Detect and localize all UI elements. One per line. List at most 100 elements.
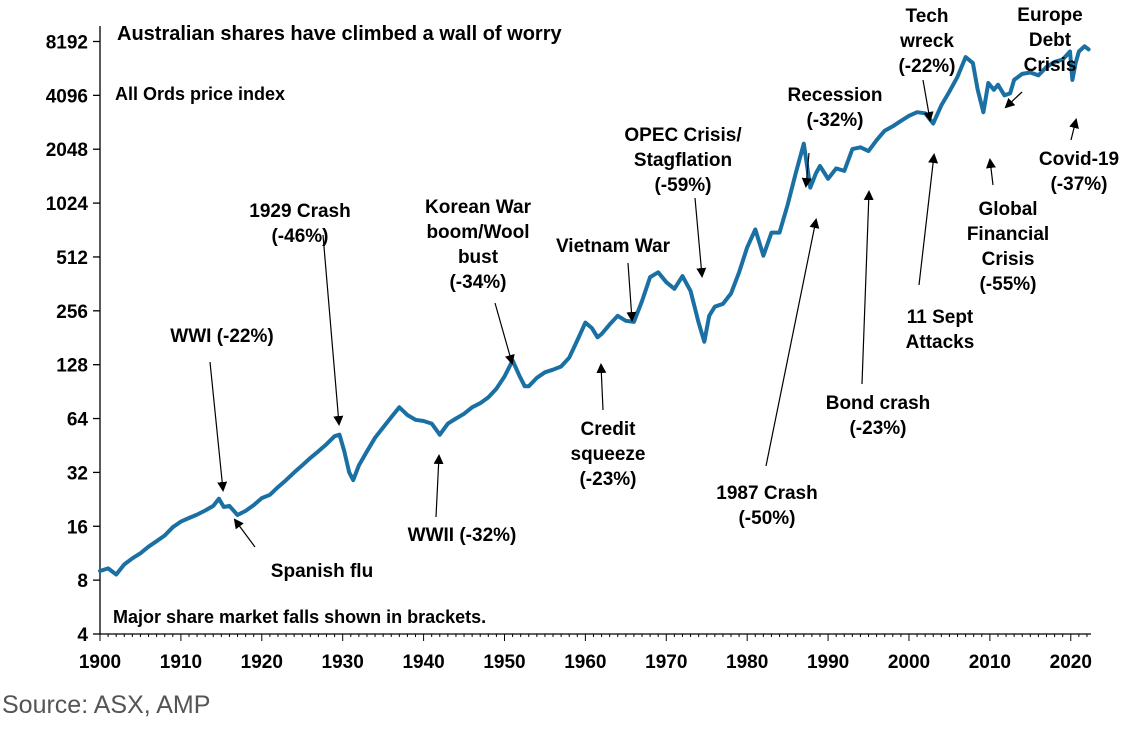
annotation-label: OPEC Crisis/ bbox=[624, 125, 742, 146]
annotation-label: (-22%) bbox=[898, 56, 955, 77]
x-tick-label: 1920 bbox=[241, 652, 283, 673]
annotation: Korean War boom/Wool bust (-34%) bbox=[425, 197, 532, 365]
annotation: Europe Debt Crisis bbox=[1004, 5, 1083, 109]
x-tick-label: 1980 bbox=[726, 652, 768, 673]
y-tick-label: 1024 bbox=[46, 194, 89, 215]
annotation-arrow bbox=[596, 363, 607, 411]
annotation: 1987 Crash (-50%) bbox=[716, 218, 820, 529]
annotation: WWII (-32%) bbox=[408, 454, 517, 546]
annotation-label: Bond crash bbox=[826, 393, 931, 414]
annotation-label: 11 Sept bbox=[907, 307, 974, 328]
x-tick-label: 1950 bbox=[483, 652, 525, 673]
x-tick-label: 1900 bbox=[79, 652, 121, 673]
annotation-arrow bbox=[233, 518, 256, 548]
annotation-label: Recession bbox=[787, 85, 882, 106]
annotation-arrow bbox=[1069, 118, 1079, 141]
annotation-arrow bbox=[922, 79, 934, 122]
annotation-label: Stagflation bbox=[634, 150, 732, 171]
y-tick-label: 512 bbox=[56, 248, 88, 269]
annotation: WWI (-22%) bbox=[170, 326, 274, 492]
annotation-label: Tech bbox=[906, 6, 949, 27]
annotation-arrow bbox=[694, 197, 707, 278]
x-tick-label: 1960 bbox=[564, 652, 606, 673]
annotation-label: Attacks bbox=[906, 332, 975, 353]
annotation-label: Debt bbox=[1029, 30, 1072, 51]
annotation: Vietnam War bbox=[556, 236, 671, 322]
y-tick-label: 16 bbox=[67, 517, 88, 538]
annotation-arrow bbox=[494, 302, 515, 365]
annotation: Covid-19 (-37%) bbox=[1039, 118, 1119, 195]
annotation-label: Crisis bbox=[982, 249, 1035, 270]
annotation-label: 1987 Crash bbox=[716, 483, 817, 504]
y-tick-label: 64 bbox=[67, 410, 89, 431]
annotation-label: (-23%) bbox=[579, 469, 636, 490]
chart-note: Major share market falls shown in bracke… bbox=[113, 607, 486, 627]
annotation-label: Crisis bbox=[1024, 55, 1077, 76]
series-layer bbox=[98, 44, 1091, 577]
annotation-arrow bbox=[801, 152, 812, 188]
annotation: Credit squeeze (-23%) bbox=[571, 363, 646, 490]
x-tick-label: 2000 bbox=[888, 652, 930, 673]
annotation-label: (-55%) bbox=[979, 274, 1036, 295]
annotation: OPEC Crisis/Stagflation (-59%) bbox=[624, 125, 742, 278]
series-line bbox=[98, 44, 1091, 577]
annotation: 1929 Crash (-46%) bbox=[249, 201, 351, 426]
annotation-label: bust bbox=[458, 247, 499, 268]
annotation-arrow bbox=[861, 190, 874, 385]
annotation-label: boom/Wool bbox=[426, 222, 529, 243]
annotation-label: wreck bbox=[899, 31, 954, 52]
x-axis: 1900 1910 1920 1930 1940 1950 1960 1970 1980 1990… bbox=[79, 633, 1092, 673]
y-tick-label: 128 bbox=[56, 356, 88, 377]
chart-subtitle: All Ords price index bbox=[115, 84, 285, 104]
annotation-label: 1929 Crash bbox=[249, 201, 350, 222]
annotation-arrow bbox=[1004, 91, 1023, 109]
annotation-label: (-37%) bbox=[1050, 174, 1107, 195]
annotation-label: (-23%) bbox=[849, 418, 906, 439]
y-tick-label: 32 bbox=[67, 463, 88, 484]
annotation-arrow bbox=[985, 158, 996, 186]
x-tick-label: 1930 bbox=[322, 652, 364, 673]
x-tick-label: 1970 bbox=[645, 652, 687, 673]
annotation-label: (-32%) bbox=[806, 110, 863, 131]
y-tick-label: 8192 bbox=[46, 32, 88, 53]
annotation-label: (-34%) bbox=[449, 272, 506, 293]
annotation-arrow bbox=[209, 361, 228, 492]
y-tick-label: 4 bbox=[77, 625, 88, 646]
annotation-arrow bbox=[322, 234, 344, 426]
annotation-label: WWI (-22%) bbox=[170, 326, 273, 347]
annotation-label: Vietnam War bbox=[556, 236, 671, 257]
y-tick-label: 256 bbox=[56, 302, 88, 323]
annotation-label: Korean War bbox=[425, 197, 532, 218]
annotation-label: Global bbox=[978, 199, 1037, 220]
annotation-label: (-46%) bbox=[271, 226, 328, 247]
annotation: Global Financial Crisis (-55%) bbox=[967, 158, 1049, 295]
y-tick-label: 8 bbox=[77, 571, 88, 592]
x-tick-label: 1990 bbox=[807, 652, 849, 673]
annotation-arrow bbox=[433, 454, 444, 518]
annotation-label: WWII (-32%) bbox=[408, 525, 517, 546]
source-note: Source: ASX, AMP bbox=[2, 691, 210, 719]
annotation: Tech wreck (-22%) bbox=[898, 6, 956, 122]
annotation-label: (-50%) bbox=[738, 508, 795, 529]
annotation-arrow bbox=[765, 218, 820, 467]
annotation-label: Europe bbox=[1017, 5, 1082, 26]
annotation-layer: WWI (-22%) Spanish flu 1929 Crash (-46%) WWI… bbox=[170, 5, 1119, 582]
y-tick-label: 2048 bbox=[46, 140, 88, 161]
annotation-label: Covid-19 bbox=[1039, 149, 1119, 170]
x-tick-label: 2020 bbox=[1050, 652, 1092, 673]
annotation: Bond crash (-23%) bbox=[826, 190, 931, 439]
annotation-arrow bbox=[626, 262, 637, 322]
annotation-label: squeeze bbox=[571, 444, 646, 465]
annotation: 11 Sept Attacks bbox=[906, 153, 975, 353]
chart-title: Australian shares have climbed a wall of… bbox=[117, 23, 562, 45]
annotation: Recession (-32%) bbox=[787, 85, 883, 188]
annotation-label: Financial bbox=[967, 224, 1049, 245]
y-tick-label: 4096 bbox=[46, 86, 88, 107]
x-tick-label: 1910 bbox=[160, 652, 202, 673]
annotation: Spanish flu bbox=[233, 518, 373, 582]
annotation-label: Credit bbox=[581, 419, 637, 440]
annotation-arrow bbox=[918, 153, 939, 286]
annotation-label: Spanish flu bbox=[271, 561, 373, 582]
x-tick-label: 2010 bbox=[969, 652, 1011, 673]
